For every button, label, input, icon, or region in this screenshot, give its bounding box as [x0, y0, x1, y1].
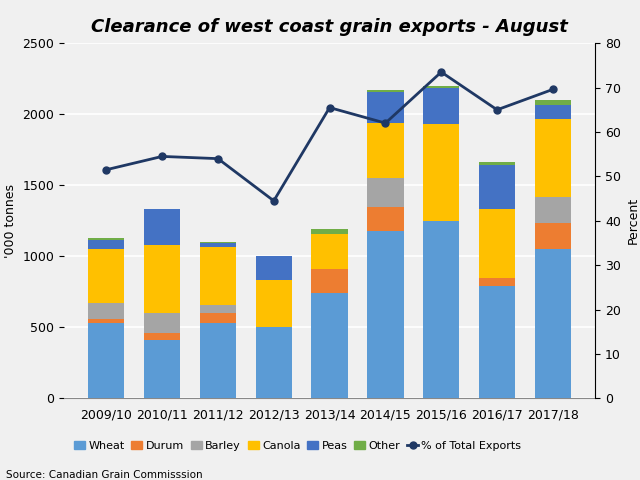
Legend: Wheat, Durum, Barley, Canola, Peas, Other, % of Total Exports: Wheat, Durum, Barley, Canola, Peas, Othe… — [70, 436, 526, 455]
Bar — [200, 323, 236, 398]
% of Total Exports — [270, 198, 278, 204]
Bar — [423, 88, 460, 124]
Bar — [479, 286, 515, 398]
% of Total Exports — [381, 120, 389, 126]
Bar — [535, 105, 571, 119]
Bar — [479, 162, 515, 165]
Bar — [423, 86, 460, 88]
% of Total Exports — [549, 86, 557, 92]
Bar — [535, 100, 571, 105]
Bar — [144, 340, 180, 398]
Bar — [200, 243, 236, 247]
Line: % of Total Exports: % of Total Exports — [103, 69, 556, 204]
Bar — [312, 234, 348, 269]
Bar — [144, 209, 180, 245]
Bar — [479, 278, 515, 286]
Bar — [255, 280, 292, 327]
Bar — [367, 178, 404, 206]
Bar — [255, 256, 292, 280]
Bar — [88, 319, 124, 323]
Bar — [88, 303, 124, 319]
Bar — [479, 165, 515, 209]
Bar — [144, 245, 180, 313]
% of Total Exports — [102, 167, 110, 173]
Bar — [144, 333, 180, 340]
Bar — [367, 90, 404, 92]
Bar — [367, 92, 404, 123]
Bar — [423, 124, 460, 221]
Bar — [312, 269, 348, 293]
Bar — [367, 206, 404, 231]
% of Total Exports — [214, 156, 222, 161]
% of Total Exports — [158, 154, 166, 159]
Bar — [535, 249, 571, 398]
Bar — [423, 221, 460, 398]
Bar — [200, 242, 236, 243]
Bar — [88, 238, 124, 240]
% of Total Exports — [326, 105, 333, 110]
Title: Clearance of west coast grain exports - August: Clearance of west coast grain exports - … — [91, 18, 568, 36]
Bar — [535, 223, 571, 249]
Bar — [200, 305, 236, 313]
Bar — [200, 313, 236, 323]
Bar — [535, 197, 571, 223]
Bar — [255, 327, 292, 398]
Bar — [88, 240, 124, 249]
% of Total Exports — [437, 69, 445, 75]
Bar — [367, 231, 404, 398]
Bar — [88, 249, 124, 303]
Bar — [535, 119, 571, 197]
% of Total Exports — [493, 107, 501, 113]
Text: Source: Canadian Grain Commisssion: Source: Canadian Grain Commisssion — [6, 469, 203, 480]
Bar — [367, 123, 404, 178]
Bar — [312, 229, 348, 234]
Y-axis label: '000 tonnes: '000 tonnes — [4, 184, 17, 258]
Bar — [312, 293, 348, 398]
Bar — [200, 247, 236, 305]
Bar — [88, 323, 124, 398]
Bar — [479, 209, 515, 278]
Y-axis label: Percent: Percent — [627, 197, 639, 244]
Bar — [144, 313, 180, 333]
